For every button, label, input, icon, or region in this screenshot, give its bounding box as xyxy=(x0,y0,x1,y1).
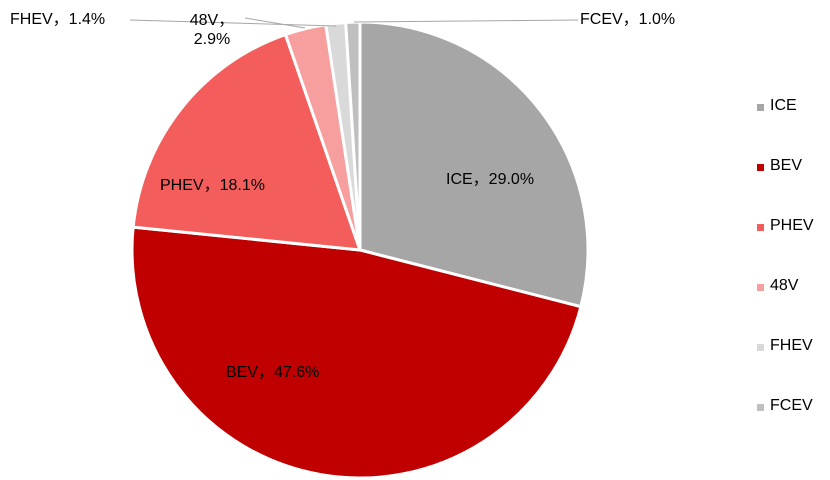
data-label: ICE，29.0% xyxy=(446,171,535,188)
legend-swatch xyxy=(757,224,764,231)
data-label: 48V，2.9% xyxy=(189,12,235,48)
legend-label: PHEV xyxy=(770,217,814,234)
pie-slice xyxy=(130,225,583,480)
legend-swatch xyxy=(757,344,764,351)
legend-label: FHEV xyxy=(770,337,813,354)
data-label: FCEV，1.0% xyxy=(580,11,676,28)
legend-swatch xyxy=(757,284,764,291)
legend-label: FCEV xyxy=(770,397,813,414)
leader-line xyxy=(244,17,306,29)
pie-slice xyxy=(358,20,590,309)
data-label: FHEV，1.4% xyxy=(10,11,106,28)
data-label: BEV，47.6% xyxy=(226,364,320,381)
data-label: PHEV，18.1% xyxy=(160,177,265,194)
legend-label: 48V xyxy=(770,277,799,294)
leader-line xyxy=(129,19,337,27)
legend-swatch xyxy=(757,164,764,171)
legend-swatch xyxy=(757,104,764,111)
legend-label: BEV xyxy=(770,157,803,174)
legend-swatch xyxy=(757,404,764,411)
legend-label: ICE xyxy=(770,97,797,114)
leader-line xyxy=(353,19,579,23)
